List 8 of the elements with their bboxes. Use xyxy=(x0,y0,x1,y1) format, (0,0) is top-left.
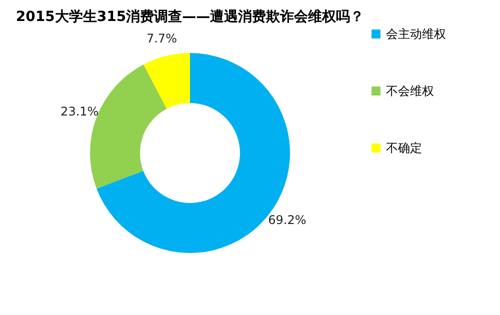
data-label: 23.1% xyxy=(60,104,99,118)
chart-title: 2015大学生315消费调查——遭遇消费欺诈会维权吗？ xyxy=(16,8,364,25)
data-label: 7.7% xyxy=(146,31,177,46)
donut-slice xyxy=(143,53,190,109)
legend-label: 不确定 xyxy=(386,141,422,155)
data-label: 69.2% xyxy=(268,212,306,227)
legend-label: 会主动维权 xyxy=(386,27,446,41)
legend-label: 不会维权 xyxy=(386,84,434,98)
